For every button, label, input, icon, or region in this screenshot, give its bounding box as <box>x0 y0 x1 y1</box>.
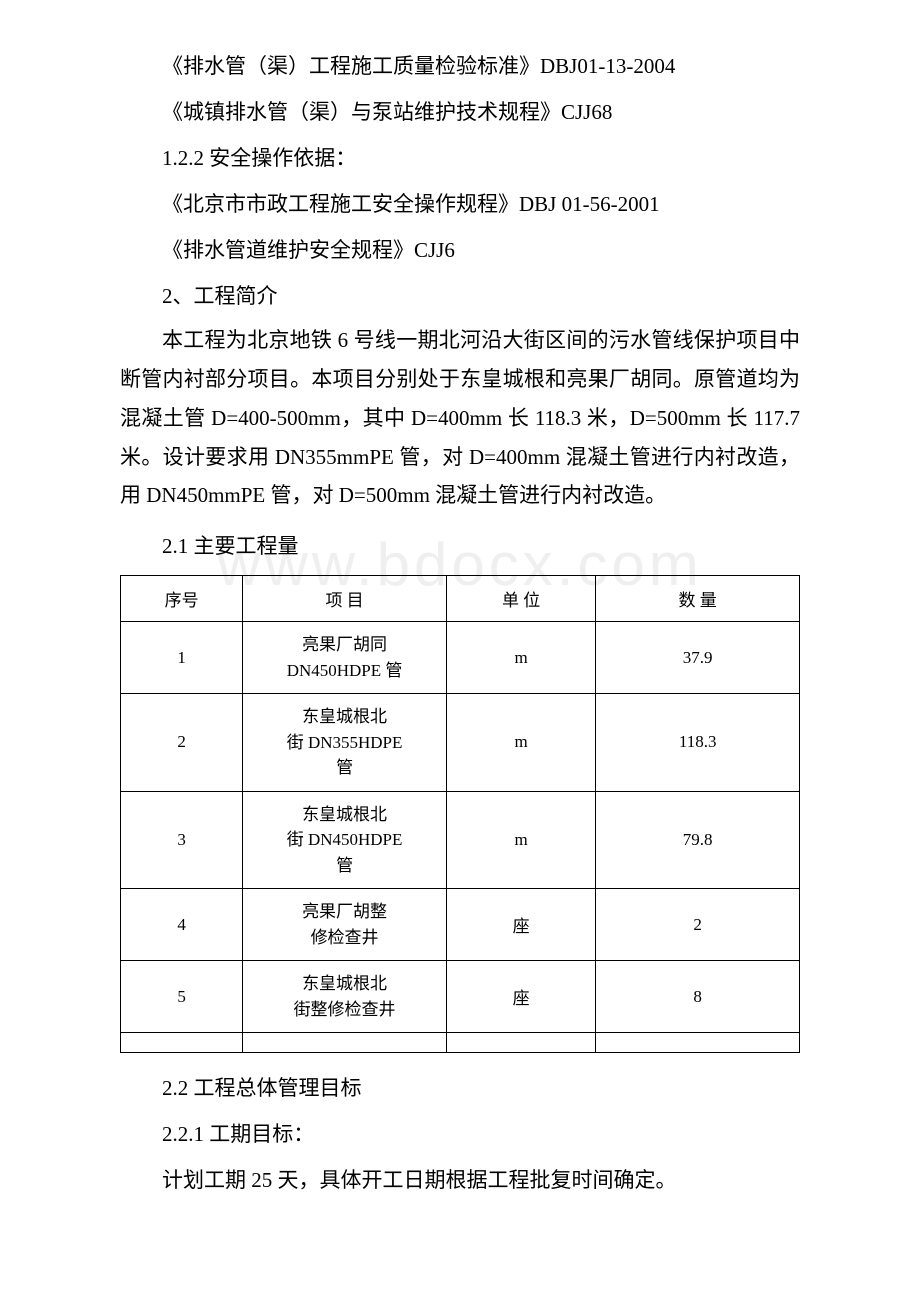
col-qty-header: 数 量 <box>596 576 800 622</box>
cell-unit: m <box>446 622 595 694</box>
ref-line-3: 1.2.2 安全操作依据： <box>120 137 800 179</box>
section-2-1-heading: 2.1 主要工程量 <box>120 525 800 567</box>
cell-item-line: 亮果厂胡整 <box>302 902 387 921</box>
cell-item-line: 街整修检查井 <box>294 1000 396 1019</box>
cell-qty: 2 <box>596 889 800 961</box>
cell-item-line: 亮果厂胡同 <box>302 635 387 654</box>
ref-line-2: 《城镇排水管（渠）与泵站维护技术规程》CJJ68 <box>120 91 800 133</box>
cell-item: 东皇城根北 街 DN355HDPE 管 <box>243 694 447 792</box>
cell-unit: m <box>446 694 595 792</box>
section-2-2-1-body: 计划工期 25 天，具体开工日期根据工程批复时间确定。 <box>120 1159 800 1201</box>
table-row-empty <box>121 1033 800 1053</box>
cell-item: 亮果厂胡同 DN450HDPE 管 <box>243 622 447 694</box>
cell-item-line: DN450HDPE 管 <box>287 661 403 680</box>
table-row: 3 东皇城根北 街 DN450HDPE 管 m 79.8 <box>121 791 800 889</box>
cell-item: 亮果厂胡整 修检查井 <box>243 889 447 961</box>
col-seq-header: 序号 <box>121 576 243 622</box>
cell-empty <box>596 1033 800 1053</box>
cell-item-line: 东皇城根北 <box>302 974 387 993</box>
cell-seq: 2 <box>121 694 243 792</box>
cell-seq: 1 <box>121 622 243 694</box>
col-item-header: 项 目 <box>243 576 447 622</box>
cell-unit: m <box>446 791 595 889</box>
cell-item-line: 管 <box>336 758 353 777</box>
cell-unit: 座 <box>446 889 595 961</box>
table-row: 1 亮果厂胡同 DN450HDPE 管 m 37.9 <box>121 622 800 694</box>
col-unit-header: 单 位 <box>446 576 595 622</box>
table-row: 5 东皇城根北 街整修检查井 座 8 <box>121 961 800 1033</box>
cell-item-line: 管 <box>336 856 353 875</box>
quantity-table: 序号 项 目 单 位 数 量 1 亮果厂胡同 DN450HDPE 管 m 37.… <box>120 575 800 1053</box>
ref-line-4: 《北京市市政工程施工安全操作规程》DBJ 01-56-2001 <box>120 183 800 225</box>
ref-line-1: 《排水管（渠）工程施工质量检验标准》DBJ01-13-2004 <box>120 45 800 87</box>
cell-qty: 118.3 <box>596 694 800 792</box>
table-row: 4 亮果厂胡整 修检查井 座 2 <box>121 889 800 961</box>
section-2-2-heading: 2.2 工程总体管理目标 <box>120 1067 800 1109</box>
cell-empty <box>243 1033 447 1053</box>
cell-item-line: 街 DN450HDPE <box>287 830 403 849</box>
table-row: 2 东皇城根北 街 DN355HDPE 管 m 118.3 <box>121 694 800 792</box>
table-header-row: 序号 项 目 单 位 数 量 <box>121 576 800 622</box>
cell-item-line: 街 DN355HDPE <box>287 733 403 752</box>
cell-qty: 8 <box>596 961 800 1033</box>
section-2-body-text: 本工程为北京地铁 6 号线一期北河沿大街区间的污水管线保护项目中断管内衬部分项目… <box>120 321 800 515</box>
cell-item: 东皇城根北 街 DN450HDPE 管 <box>243 791 447 889</box>
cell-item-line: 东皇城根北 <box>302 805 387 824</box>
cell-item: 东皇城根北 街整修检查井 <box>243 961 447 1033</box>
ref-line-5: 《排水管道维护安全规程》CJJ6 <box>120 229 800 271</box>
cell-qty: 79.8 <box>596 791 800 889</box>
cell-seq: 5 <box>121 961 243 1033</box>
section-2-2-1-heading: 2.2.1 工期目标： <box>120 1113 800 1155</box>
cell-seq: 4 <box>121 889 243 961</box>
cell-qty: 37.9 <box>596 622 800 694</box>
section-2-heading: 2、工程简介 <box>120 275 800 317</box>
section-2-body: 本工程为北京地铁 6 号线一期北河沿大街区间的污水管线保护项目中断管内衬部分项目… <box>120 321 800 515</box>
cell-empty <box>121 1033 243 1053</box>
cell-seq: 3 <box>121 791 243 889</box>
cell-unit: 座 <box>446 961 595 1033</box>
cell-item-line: 修检查井 <box>311 928 379 947</box>
cell-item-line: 东皇城根北 <box>302 707 387 726</box>
document-body: 《排水管（渠）工程施工质量检验标准》DBJ01-13-2004 《城镇排水管（渠… <box>120 45 800 1201</box>
cell-empty <box>446 1033 595 1053</box>
